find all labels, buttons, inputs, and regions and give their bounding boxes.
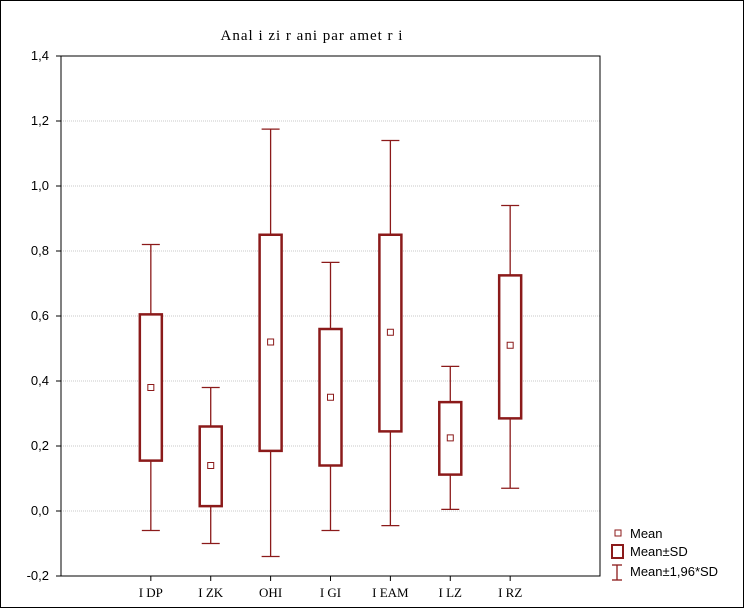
box-group xyxy=(258,128,283,558)
mean-marker xyxy=(327,393,334,401)
legend: Mean Mean±SD Mean±1,96*SD xyxy=(611,526,718,581)
x-tick-label: I LZ xyxy=(439,585,463,600)
legend-entry-mean: Mean xyxy=(614,526,663,541)
y-tick-label: 1,2 xyxy=(31,113,49,128)
legend-label: Mean±SD xyxy=(630,544,688,559)
x-tick-label: I EAM xyxy=(372,585,409,600)
legend-label: Mean xyxy=(630,526,663,541)
y-tick-label: 0,4 xyxy=(31,373,49,388)
y-tick-label: 0,0 xyxy=(31,503,49,518)
mean-marker xyxy=(147,384,155,391)
y-tick-label: 1,4 xyxy=(31,48,49,63)
box-group xyxy=(378,139,403,527)
mean-marker xyxy=(386,328,394,336)
x-tick-label: I RZ xyxy=(498,585,522,600)
mean-marker xyxy=(446,434,454,442)
x-tick-label: I DP xyxy=(139,585,163,600)
legend-entry-ci: Mean±1,96*SD xyxy=(612,564,718,581)
x-tick-label: OHI xyxy=(259,585,282,600)
sd-legend-icon xyxy=(611,544,624,559)
mean-marker xyxy=(207,462,215,469)
x-tick-label: I ZK xyxy=(198,585,224,600)
mean-legend-icon xyxy=(614,529,622,537)
legend-label: Mean±1,96*SD xyxy=(630,564,718,579)
x-tick-label: I GI xyxy=(320,585,341,600)
box-group xyxy=(497,204,523,489)
y-tick-label: 0,6 xyxy=(31,308,49,323)
y-tick-label: -0,2 xyxy=(27,568,49,583)
box-group xyxy=(438,365,463,511)
legend-entry-sd: Mean±SD xyxy=(611,544,688,559)
box-group xyxy=(198,386,223,545)
y-tick-label: 1,0 xyxy=(31,178,49,193)
mean-marker xyxy=(506,341,514,349)
y-tick-label: 0,2 xyxy=(31,438,49,453)
box-group xyxy=(318,261,343,532)
mean-marker xyxy=(267,338,275,346)
chart-title: Anal i zi r ani par amet r i xyxy=(221,28,404,44)
y-tick-label: 0,8 xyxy=(31,243,49,258)
x-axis-ticks: I DP I ZK OHI I GI I EAM I LZ I RZ xyxy=(139,576,522,600)
boxes xyxy=(138,128,523,558)
box-group xyxy=(138,243,164,532)
y-axis-ticks: -0,2 0,0 0,2 0,4 0,6 0,8 1,0 1,2 1,4 xyxy=(27,48,61,583)
